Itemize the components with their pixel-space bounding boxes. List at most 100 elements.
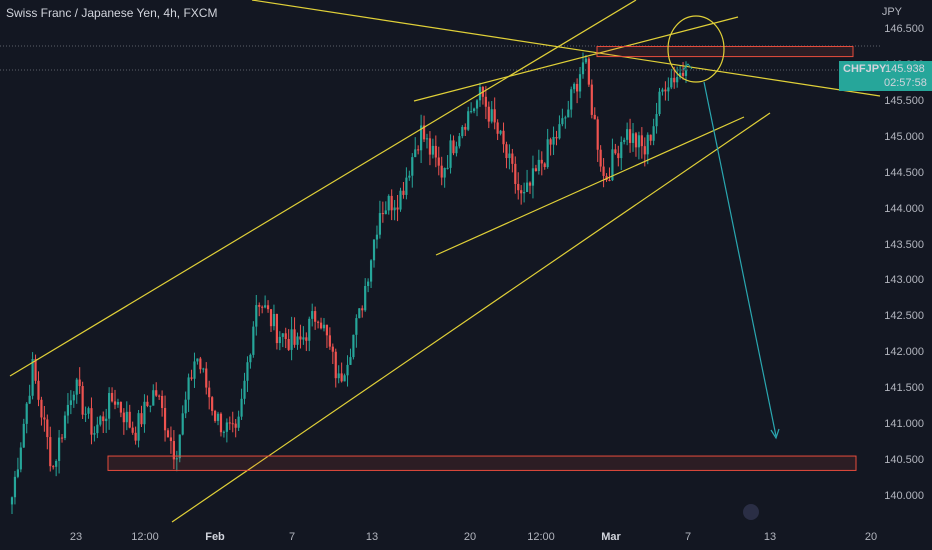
candle bbox=[493, 97, 496, 130]
candle bbox=[228, 416, 231, 430]
candle bbox=[72, 391, 75, 408]
candle bbox=[208, 380, 211, 410]
candle bbox=[334, 348, 337, 388]
candle bbox=[34, 354, 37, 384]
candle bbox=[43, 405, 46, 432]
candle bbox=[196, 358, 199, 365]
candle bbox=[243, 372, 246, 405]
candle bbox=[649, 134, 652, 146]
candle bbox=[543, 162, 546, 170]
candle bbox=[428, 131, 432, 166]
candle bbox=[331, 343, 334, 365]
candle bbox=[570, 86, 573, 118]
candle bbox=[658, 87, 661, 117]
candle bbox=[66, 393, 70, 424]
y-tick-label: 144.000 bbox=[884, 202, 924, 215]
candle bbox=[652, 118, 655, 146]
candle bbox=[578, 67, 582, 99]
candle bbox=[590, 79, 593, 119]
candle bbox=[540, 151, 543, 176]
candle bbox=[676, 66, 679, 88]
candle bbox=[316, 320, 320, 329]
candle bbox=[222, 430, 226, 438]
x-tick-label: 20 bbox=[864, 531, 878, 543]
candle bbox=[169, 426, 173, 454]
candle bbox=[78, 367, 81, 394]
candle bbox=[369, 259, 373, 288]
candle bbox=[216, 411, 220, 426]
candle bbox=[319, 317, 323, 330]
candle bbox=[55, 459, 58, 477]
candle bbox=[261, 305, 264, 314]
candle bbox=[623, 137, 626, 145]
candle bbox=[149, 405, 152, 413]
candle bbox=[193, 352, 196, 388]
candle bbox=[620, 136, 623, 170]
candle bbox=[25, 402, 28, 434]
target-arrow bbox=[703, 81, 777, 437]
candle bbox=[219, 412, 223, 437]
candle bbox=[252, 321, 255, 358]
candle bbox=[517, 172, 520, 200]
candle bbox=[122, 408, 125, 435]
candle bbox=[134, 426, 137, 445]
candle bbox=[573, 82, 576, 94]
candle bbox=[361, 305, 364, 318]
candle bbox=[87, 406, 90, 419]
candle bbox=[290, 316, 293, 361]
candle bbox=[308, 316, 311, 352]
candle bbox=[661, 87, 664, 96]
candle bbox=[146, 395, 149, 408]
candle bbox=[172, 430, 175, 470]
candle bbox=[249, 353, 252, 369]
price-value: 145.938 bbox=[885, 63, 925, 75]
candle bbox=[355, 314, 358, 348]
candle bbox=[614, 143, 617, 155]
x-tick-label: 12:00 bbox=[527, 531, 555, 543]
candle bbox=[246, 356, 249, 392]
candle bbox=[523, 182, 526, 203]
candle bbox=[611, 138, 614, 182]
candle bbox=[287, 329, 290, 352]
candle bbox=[93, 426, 96, 442]
candle bbox=[561, 108, 564, 127]
candle bbox=[143, 394, 146, 433]
drawings[interactable] bbox=[9, 0, 881, 523]
y-tick-label: 141.000 bbox=[884, 418, 924, 431]
x-tick-label: 7 bbox=[288, 531, 296, 543]
candle bbox=[602, 158, 605, 188]
candle bbox=[240, 388, 243, 420]
y-tick-label: 145.500 bbox=[884, 94, 924, 107]
candle bbox=[325, 324, 329, 349]
candle bbox=[340, 362, 343, 383]
candle bbox=[587, 57, 590, 87]
tradingview-logo-icon[interactable] bbox=[743, 504, 759, 520]
y-tick-label: 140.000 bbox=[884, 490, 924, 502]
x-tick-label: 13 bbox=[365, 531, 379, 543]
candle bbox=[434, 135, 437, 168]
candle bbox=[322, 318, 326, 332]
candle bbox=[420, 114, 423, 164]
candle bbox=[199, 356, 202, 374]
candle bbox=[364, 278, 367, 312]
candle bbox=[470, 102, 473, 114]
candle bbox=[390, 189, 393, 221]
wedge-upper-line bbox=[413, 16, 739, 102]
candle bbox=[231, 411, 234, 433]
candle bbox=[140, 405, 143, 428]
candle bbox=[119, 401, 122, 418]
candle bbox=[422, 115, 426, 143]
candle bbox=[681, 62, 685, 80]
candle bbox=[637, 131, 641, 160]
candle bbox=[102, 411, 105, 433]
candle bbox=[564, 115, 567, 129]
candle bbox=[128, 404, 131, 429]
candle bbox=[264, 295, 267, 309]
candle bbox=[275, 313, 278, 350]
candle bbox=[75, 377, 78, 404]
candle bbox=[378, 200, 382, 239]
candle bbox=[596, 116, 599, 162]
y-tick-label: 143.500 bbox=[884, 238, 924, 251]
candle bbox=[437, 146, 440, 176]
